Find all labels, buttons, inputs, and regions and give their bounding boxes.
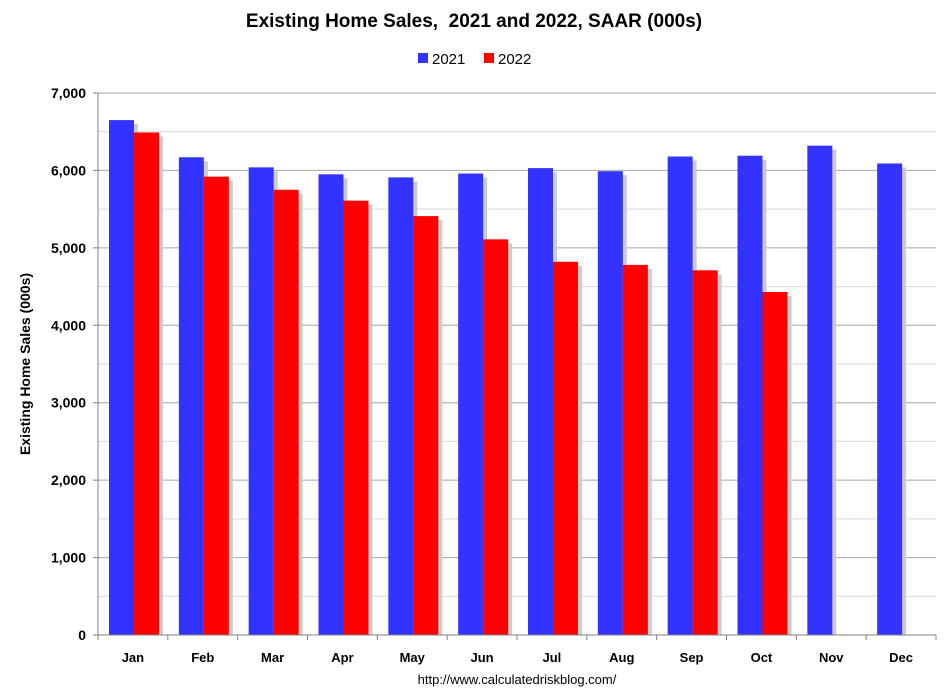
bar-2022-sep (692, 270, 718, 635)
y-tick-label: 7,000 (51, 85, 86, 101)
y-tick-label: 3,000 (51, 395, 86, 411)
x-tick-label: Oct (751, 650, 773, 665)
legend-label-2022: 2022 (498, 51, 531, 68)
axes (93, 92, 937, 640)
x-tick-label: Jan (122, 650, 144, 665)
bar-2022-jan (134, 132, 159, 635)
legend-swatch-2022 (484, 53, 494, 63)
bar-2022-jul (553, 261, 578, 635)
bar-2021-sep (667, 156, 693, 635)
bar-2022-apr (343, 200, 369, 635)
bar-2021-apr (318, 174, 344, 636)
legend: 2021 2022 (418, 51, 531, 68)
y-tick-label: 0 (78, 627, 86, 643)
bar-2022-aug (622, 264, 648, 635)
y-tick-label: 6,000 (51, 162, 86, 178)
bar-2021-aug (597, 171, 623, 635)
bar-2021-nov (807, 145, 833, 635)
x-tick-label: Jul (543, 650, 562, 665)
plot-area: 0 1,000 2,000 3,000 4,000 5,000 6,000 7,000 Jan… (51, 85, 937, 665)
x-tick-label: Jun (471, 650, 494, 665)
y-tick-label: 2,000 (51, 472, 86, 488)
bar-2022-jun (483, 239, 509, 635)
x-tick-label: Feb (191, 650, 214, 665)
bar-2022-may (413, 216, 439, 635)
y-tick-label: 5,000 (51, 240, 86, 256)
y-tick-label: 4,000 (51, 317, 86, 333)
legend-swatch-2021 (418, 53, 428, 63)
legend-label-2021: 2021 (432, 51, 465, 68)
x-tick-label: Aug (609, 650, 634, 665)
bar-2021-jan (109, 120, 134, 636)
chart-title: Existing Home Sales, 2021 and 2022, SAAR… (246, 11, 702, 32)
bar-2021-feb (178, 157, 204, 635)
gridlines (98, 92, 936, 597)
bar-2021-oct (737, 155, 763, 635)
x-tick-label: Apr (331, 650, 353, 665)
x-tick-labels: Jan Feb Mar Apr May Jun Jul Aug Sep Oct Nov Dec (122, 650, 913, 665)
x-tick-label: Dec (889, 650, 913, 665)
y-axis-label: Existing Home Sales (000s) (17, 273, 33, 455)
y-tick-labels: 0 1,000 2,000 3,000 4,000 5,000 6,000 7,000 (51, 85, 86, 643)
x-tick-label: Nov (819, 650, 844, 665)
source-url: http://www.calculatedriskblog.com/ (418, 672, 617, 687)
bar-2021-mar (248, 167, 274, 635)
y-tick-label: 1,000 (51, 550, 86, 566)
x-tick-label: Sep (680, 650, 704, 665)
bars (109, 120, 907, 636)
x-tick-label: May (400, 650, 426, 665)
bar-2021-may (388, 177, 414, 635)
bar-2021-dec (877, 163, 903, 635)
bar-2022-feb (203, 176, 229, 635)
bar-2022-oct (762, 291, 788, 635)
x-tick-label: Mar (261, 650, 284, 665)
bar-2022-mar (273, 189, 299, 636)
bar-2021-jun (458, 173, 484, 636)
bar-2021-jul (528, 168, 553, 635)
